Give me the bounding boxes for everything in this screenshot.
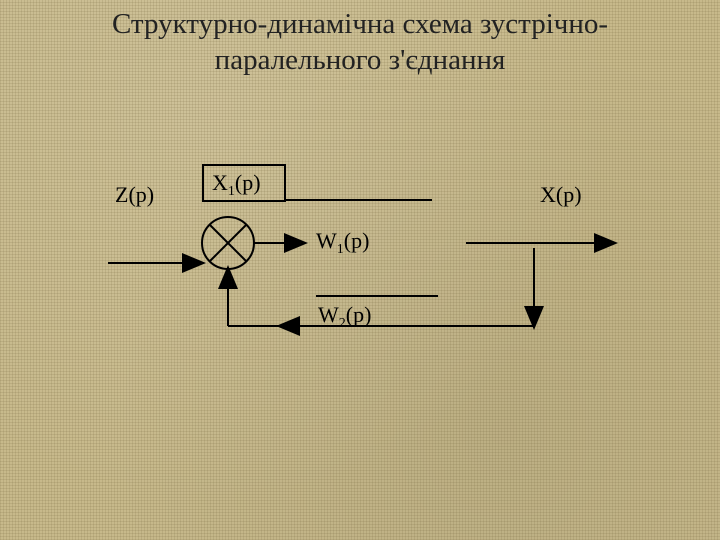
label-x1: X1(p) [212, 170, 261, 199]
label-z: Z(p) [115, 182, 154, 207]
label-w2: W2(p) [318, 302, 371, 331]
label-x: X(p) [540, 182, 582, 207]
label-w1: W1(p) [316, 228, 369, 257]
diagram-canvas: Z(p) X1(p) W1(p) W2(p) X(p) [0, 0, 720, 540]
